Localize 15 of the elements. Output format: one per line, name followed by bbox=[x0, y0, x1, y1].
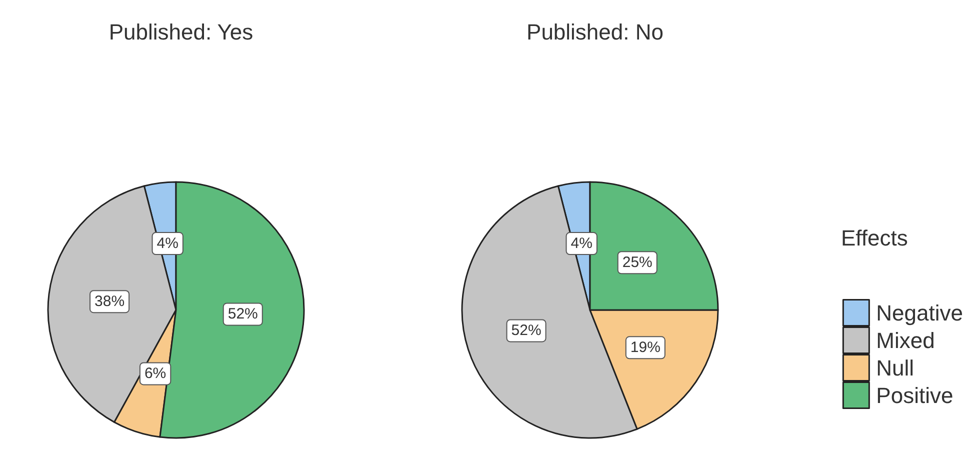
legend-label: Positive bbox=[876, 382, 954, 408]
legend-label: Null bbox=[876, 355, 914, 380]
data-label: 19% bbox=[630, 339, 660, 356]
legend-label: Mixed bbox=[876, 328, 935, 353]
legend-label: Negative bbox=[876, 300, 964, 326]
data-label: 52% bbox=[511, 322, 542, 340]
data-label: 4% bbox=[570, 235, 592, 252]
slice-label: Published: Yes bbox=[108, 20, 254, 44]
data-label: 4% bbox=[156, 235, 178, 252]
slice-label: Published: No bbox=[526, 20, 664, 44]
legend-title: Effects bbox=[841, 226, 908, 250]
data-label: 38% bbox=[94, 293, 125, 310]
data-label: 6% bbox=[144, 365, 166, 382]
data-label: 52% bbox=[228, 306, 258, 323]
data-label: 25% bbox=[622, 254, 652, 272]
